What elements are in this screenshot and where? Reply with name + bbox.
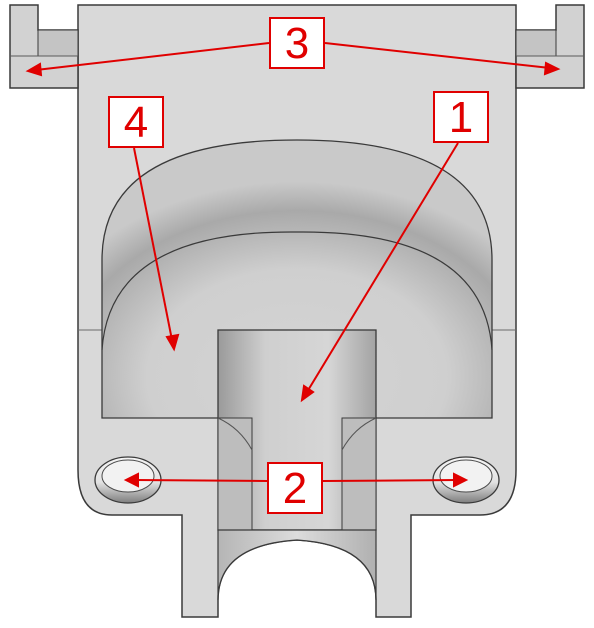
dome-inner-arc — [101, 231, 493, 351]
bottom-arch — [217, 529, 377, 601]
channel-right-wall — [341, 417, 377, 531]
leader-2-right — [322, 479, 459, 482]
arrowhead-2-right — [453, 472, 469, 488]
arrowhead-3-left — [25, 62, 43, 77]
callout-4: 4 — [108, 96, 164, 148]
arrowhead-1 — [300, 384, 315, 403]
callout-2: 2 — [267, 462, 323, 514]
channel-left-wall — [217, 417, 253, 531]
dome-cavity — [101, 139, 493, 419]
leader-3-left — [35, 42, 270, 71]
left-clip — [9, 4, 79, 89]
callout-3: 3 — [269, 17, 325, 69]
leader-2-left — [133, 479, 268, 482]
arrowhead-4 — [165, 333, 180, 352]
leader-lines — [25, 42, 561, 488]
arrowhead-2-left — [123, 472, 139, 488]
arrowhead-3-right — [543, 61, 561, 76]
leader-4 — [133, 147, 173, 341]
callout-1: 1 — [433, 91, 489, 143]
leader-1 — [306, 142, 459, 393]
leader-3-right — [324, 42, 551, 69]
right-clip — [515, 4, 585, 89]
